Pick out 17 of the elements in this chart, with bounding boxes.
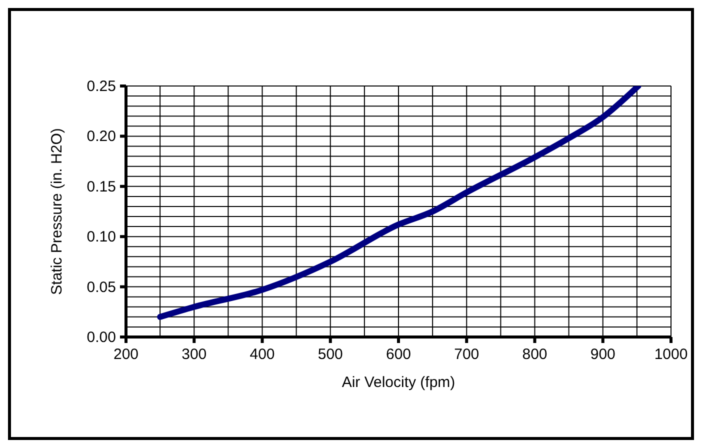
y-tick-label: 0.20 [86, 128, 116, 146]
x-tick-label: 500 [318, 346, 343, 363]
y-tick-label: 0.25 [86, 78, 116, 95]
x-tick-label: 800 [522, 346, 548, 363]
y-axis-title: Static Pressure (in. H2O) [48, 128, 66, 295]
x-tick-label: 200 [113, 346, 139, 363]
x-tick-label: 1000 [654, 346, 688, 363]
x-axis-title: Air Velocity (fpm) [342, 374, 456, 391]
x-tick-label: 600 [386, 346, 412, 363]
y-tick-label: 0.05 [86, 278, 116, 296]
x-tick-label: 900 [590, 346, 616, 363]
y-tick-label: 0.00 [86, 329, 116, 346]
x-tick-label: 300 [182, 346, 207, 363]
x-tick-label: 400 [250, 346, 275, 363]
y-tick-label: 0.10 [86, 228, 116, 246]
x-tick-label: 700 [454, 346, 480, 363]
y-tick-label: 0.15 [86, 178, 116, 196]
